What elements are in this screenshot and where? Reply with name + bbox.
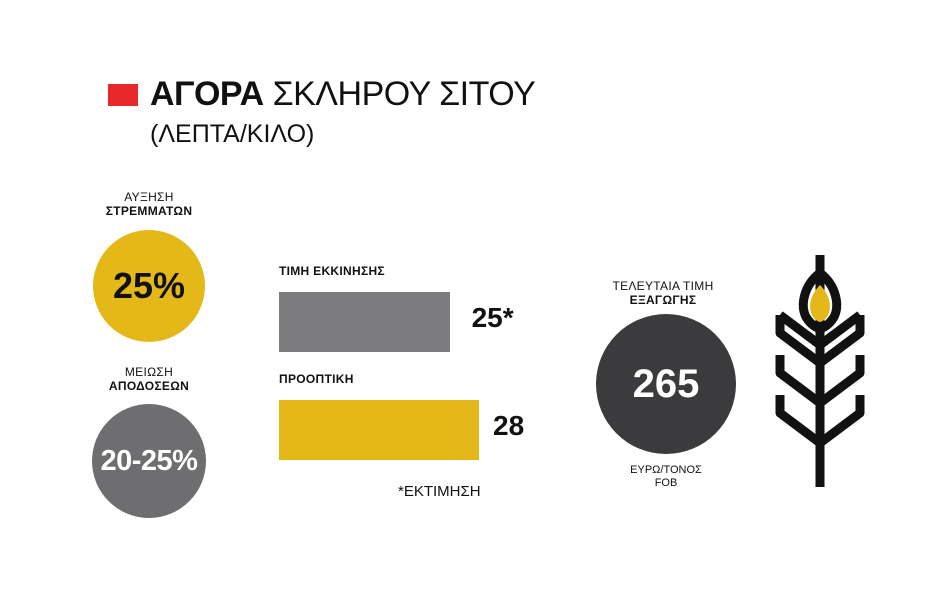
bar <box>279 400 479 460</box>
title-regular: ΣΚΛΗΡΟΥ ΣΙΤΟΥ <box>263 75 536 113</box>
bar-value-label: 25* <box>471 302 514 333</box>
acres-value: 25% <box>112 265 186 306</box>
export-value: 265 <box>632 361 700 406</box>
yield-value: 20-25% <box>100 444 198 477</box>
export-unit-line1: ΕΥΡΩ/ΤΟΝΟΣ <box>630 464 702 476</box>
export-unit-line2: FOB <box>654 477 678 489</box>
title-marker <box>108 84 138 106</box>
export-label: ΤΕΛΕΥΤΑΙΑ ΤΙΜΗ ΕΞΑΓΩΓΗΣ <box>583 279 743 307</box>
wheat-icon <box>775 255 865 487</box>
chart-title: ΑΓΟΡΑ ΣΚΛΗΡΟΥ ΣΙΤΟΥ <box>150 74 536 114</box>
export-unit: ΕΥΡΩ/ΤΟΝΟΣ FOB <box>596 464 736 490</box>
yield-circle: 20-25% <box>92 404 206 518</box>
acres-label-line2: ΣΤΡΕΜΜΑΤΩΝ <box>105 204 193 218</box>
acres-label-line1: ΑΥΞΗΣΗ <box>124 190 174 204</box>
yield-label: ΜΕΙΩΣΗ ΑΠΟΔΟΣΕΩΝ <box>59 365 239 393</box>
acres-circle: 25% <box>93 230 205 342</box>
yield-label-line1: ΜΕΙΩΣΗ <box>124 365 174 379</box>
export-circle: 265 <box>596 314 736 454</box>
export-label-line2: ΕΞΑΓΩΓΗΣ <box>629 293 697 307</box>
bar-label: ΤΙΜΗ ΕΚΚΙΝΗΣΗΣ <box>279 264 385 278</box>
wheat-grain <box>810 285 830 322</box>
footnote: *ΕΚΤΙΜΗΣΗ <box>398 483 481 500</box>
title-bold: ΑΓΟΡΑ <box>150 75 264 113</box>
yield-label-line2: ΑΠΟΔΟΣΕΩΝ <box>108 379 190 393</box>
bar-label: ΠΡΟΟΠΤΙΚΗ <box>279 372 354 386</box>
chart-subtitle: (ΛΕΠΤΑ/ΚΙΛΟ) <box>150 120 315 148</box>
bar-value-label: 28 <box>493 410 525 441</box>
bar <box>279 292 450 352</box>
export-label-line1: ΤΕΛΕΥΤΑΙΑ ΤΙΜΗ <box>612 279 714 293</box>
acres-label: ΑΥΞΗΣΗ ΣΤΡΕΜΜΑΤΩΝ <box>59 190 239 218</box>
